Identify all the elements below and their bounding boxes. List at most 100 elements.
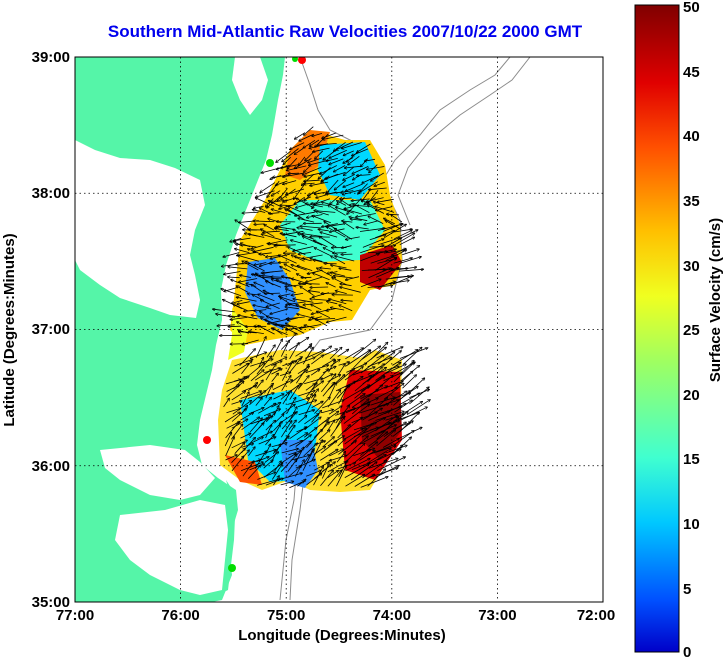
velocity-vector <box>334 276 353 279</box>
velocity-vector <box>306 383 317 398</box>
velocity-vector <box>249 423 264 439</box>
velocity-vector <box>273 476 279 486</box>
velocity-vector <box>314 397 330 414</box>
velocity-vector <box>285 307 299 310</box>
velocity-vector <box>375 207 395 213</box>
velocity-vector <box>297 376 309 390</box>
velocity-vector <box>333 253 347 254</box>
velocity-vector <box>295 435 311 447</box>
velocity-vector <box>329 449 343 457</box>
velocity-vector <box>248 249 266 257</box>
velocity-vector <box>322 132 337 138</box>
velocity-vector <box>224 433 231 447</box>
velocity-vector <box>331 308 345 311</box>
velocity-vector <box>288 207 305 214</box>
velocity-vector <box>298 266 313 271</box>
velocity-vector <box>344 429 367 445</box>
velocity-vector <box>225 455 237 461</box>
velocity-vector <box>239 278 258 283</box>
velocity-vector <box>352 340 375 359</box>
velocity-vector <box>295 211 315 216</box>
velocity-vector <box>335 256 355 262</box>
velocity-vector <box>272 279 290 287</box>
velocity-vector <box>249 331 264 334</box>
velocity-vector <box>265 435 274 446</box>
y-tick-label: 38:00 <box>32 185 70 202</box>
velocity-vector <box>399 393 419 406</box>
velocity-vector <box>256 457 269 463</box>
velocity-vector <box>368 449 391 463</box>
velocity-vector <box>344 150 354 156</box>
velocity-vector <box>287 398 308 405</box>
velocity-vector <box>322 202 338 207</box>
velocity-vector <box>359 431 384 445</box>
velocity-vector <box>236 244 257 248</box>
velocity-vector <box>316 318 336 319</box>
velocity-vector <box>303 237 323 246</box>
pamlico-sound <box>115 500 228 595</box>
velocity-vector <box>226 382 243 398</box>
velocity-vector <box>335 229 353 240</box>
velocity-vector <box>367 166 385 170</box>
velocity-vector <box>250 370 264 382</box>
velocity-vector <box>287 316 305 319</box>
velocity-vector <box>323 148 339 160</box>
velocity-vector <box>286 188 305 195</box>
graticule <box>75 57 603 602</box>
velocity-vector <box>264 452 279 463</box>
velocity-vector <box>303 443 318 457</box>
velocity-vector <box>259 252 272 255</box>
velocity-vector <box>298 416 306 424</box>
velocity-vector <box>254 310 267 311</box>
map-title: Southern Mid-Atlantic Raw Velocities 200… <box>107 22 583 41</box>
velocity-vector <box>330 417 345 437</box>
velocity-vector <box>351 389 378 408</box>
velocity-vector <box>322 367 336 374</box>
velocity-vector <box>304 414 318 425</box>
velocity-vector <box>393 391 409 406</box>
velocity-vector <box>310 287 329 288</box>
velocity-vector <box>269 213 280 214</box>
velocity-vector <box>217 325 235 326</box>
velocity-vector <box>287 165 307 171</box>
velocity-vector <box>294 256 312 262</box>
velocity-vector <box>276 180 288 185</box>
x-axis-label: Longitude (Degrees:Minutes) <box>238 627 446 644</box>
velocity-vector <box>348 155 360 164</box>
velocity-vector <box>365 158 376 161</box>
velocity-vector <box>311 402 323 408</box>
velocity-vector <box>240 391 262 399</box>
velocity-vector <box>320 165 337 175</box>
velocity-vector <box>292 293 304 295</box>
velocity-vector <box>263 460 273 469</box>
velocity-vector <box>286 323 305 334</box>
velocity-vector <box>345 459 370 472</box>
velocity-vector <box>228 277 240 278</box>
velocity-vector <box>242 461 254 477</box>
velocity-vector <box>271 369 281 375</box>
velocity-vector <box>344 367 363 381</box>
velocity-vector <box>383 445 403 463</box>
velocity-vector <box>280 341 289 357</box>
velocity-vector <box>253 221 275 222</box>
velocity-vector <box>289 385 299 400</box>
velocity-vector <box>289 427 307 440</box>
velocity-vector <box>300 287 314 296</box>
velocity-vector <box>345 475 365 487</box>
velocity-vector <box>254 283 265 288</box>
velocity-vector <box>289 441 302 447</box>
velocity-vector <box>299 283 320 284</box>
velocity-vector <box>383 351 401 366</box>
velocity-vector <box>378 238 399 246</box>
velocity-vector <box>287 209 306 221</box>
velocity-vector <box>360 355 384 374</box>
velocity-vector <box>354 375 374 392</box>
velocity-vector <box>321 359 334 367</box>
velocity-vector <box>356 213 376 218</box>
velocity-vector <box>281 454 296 464</box>
velocity-vector <box>320 374 335 393</box>
velocity-vector <box>273 394 283 400</box>
velocity-vector <box>258 358 264 368</box>
velocity-vector <box>375 388 397 399</box>
velocity-vector <box>341 300 353 301</box>
